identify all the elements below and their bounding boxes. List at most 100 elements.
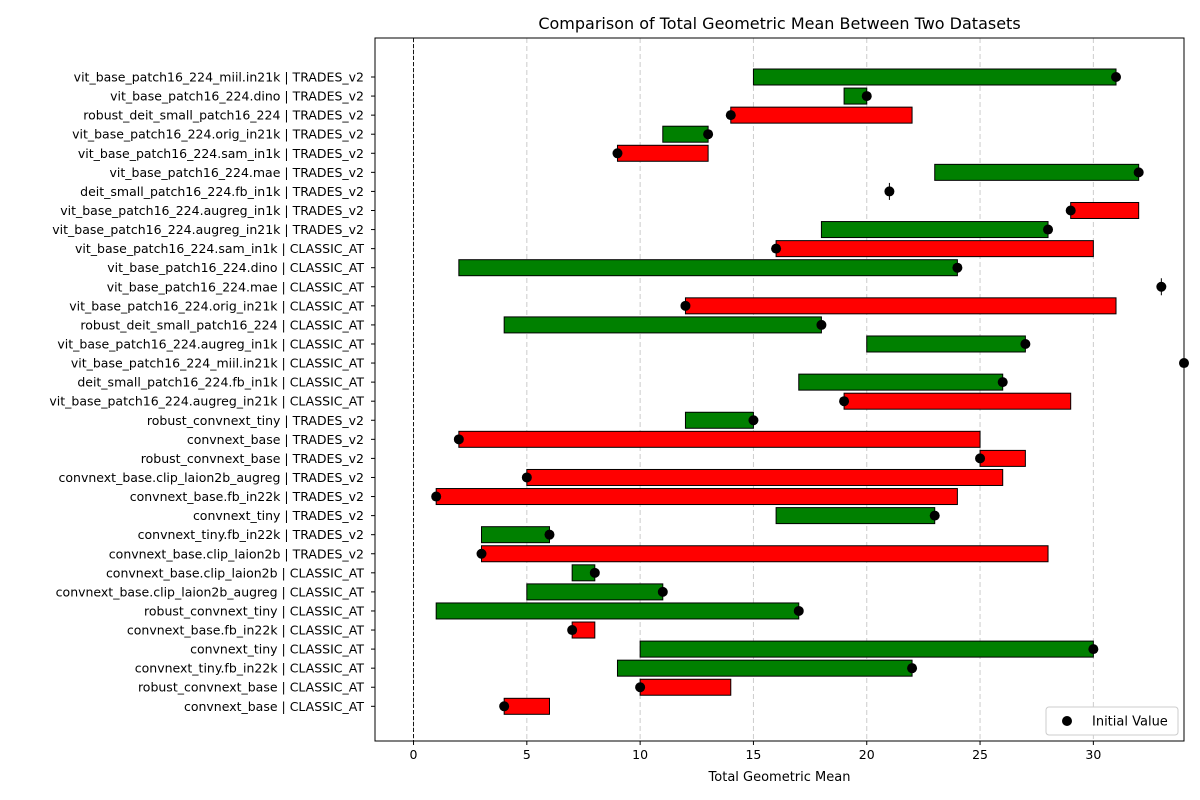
y-tick-label: deit_small_patch16_224.fb_in1k | CLASSIC… — [77, 375, 364, 390]
legend-marker-icon — [1062, 716, 1072, 726]
y-tick-label: vit_base_patch16_224.sam_in1k | CLASSIC_… — [75, 241, 364, 256]
chart-title: Comparison of Total Geometric Mean Betwe… — [538, 14, 1020, 33]
initial-value-point — [1133, 167, 1144, 178]
bar — [843, 392, 1072, 410]
y-tick-label: vit_base_patch16_224.orig_in21k | TRADES… — [72, 127, 364, 142]
initial-value-point — [567, 625, 578, 636]
y-tick-label: vit_base_patch16_224.sam_in1k | TRADES_v… — [78, 146, 364, 161]
initial-value-point — [771, 243, 782, 254]
bar — [458, 430, 981, 448]
y-tick-label: robust_deit_small_patch16_224 | TRADES_v… — [83, 108, 364, 123]
legend: Initial Value — [1045, 706, 1179, 736]
y-tick-label: convnext_base | TRADES_v2 — [187, 432, 364, 447]
initial-value-point — [793, 605, 804, 616]
initial-value-markers — [431, 72, 1189, 712]
bar — [503, 697, 550, 715]
x-tick-label: 15 — [745, 747, 761, 762]
y-tick-label: convnext_tiny.fb_in22k | TRADES_v2 — [138, 527, 364, 542]
y-tick-label: robust_convnext_tiny | TRADES_v2 — [147, 413, 364, 428]
y-tick-label: convnext_base.clip_laion2b_augreg | CLAS… — [56, 584, 365, 599]
bar — [435, 488, 958, 506]
initial-value-point — [861, 91, 872, 102]
initial-value-point — [816, 319, 827, 330]
y-tick-label: vit_base_patch16_224.dino | TRADES_v2 — [110, 89, 364, 104]
x-axis: 0 5 10 15 20 25 30 — [410, 741, 1101, 762]
bar — [775, 507, 936, 525]
bar — [752, 68, 1117, 86]
bar — [435, 602, 800, 620]
y-tick-label: vit_base_patch16_224.augreg_in21k | TRAD… — [52, 222, 364, 237]
initial-value-point — [680, 300, 691, 311]
bar — [730, 106, 913, 124]
y-tick-label: vit_base_patch16_224.mae | TRADES_v2 — [110, 165, 364, 180]
bar — [866, 335, 1026, 353]
initial-value-point — [431, 491, 442, 502]
y-axis: vit_base_patch16_224_miil.in21k | TRADES… — [49, 70, 375, 714]
y-tick-label: convnext_base.clip_laion2b_augreg | TRAD… — [59, 470, 364, 485]
y-tick-label: deit_small_patch16_224.fb_in1k | TRADES_… — [80, 184, 364, 199]
initial-value-point — [1043, 224, 1054, 235]
bar — [662, 125, 709, 143]
initial-value-point — [499, 701, 510, 712]
bar — [934, 163, 1140, 181]
bar — [775, 240, 1094, 258]
legend-label: Initial Value — [1092, 715, 1168, 730]
y-tick-label: convnext_tiny | TRADES_v2 — [193, 508, 364, 523]
bar — [526, 468, 1004, 486]
initial-value-point — [997, 377, 1008, 388]
bar — [820, 221, 1049, 239]
initial-value-point — [1111, 72, 1122, 82]
initial-value-point — [544, 529, 555, 540]
y-tick-label: robust_convnext_tiny | CLASSIC_AT — [144, 603, 364, 618]
initial-value-point — [1088, 644, 1099, 655]
plot-frame — [374, 37, 1185, 742]
initial-value-point — [907, 663, 918, 674]
bar — [1070, 201, 1140, 219]
initial-value-point — [839, 396, 850, 407]
y-tick-label: vit_base_patch16_224.augreg_in1k | CLASS… — [57, 336, 364, 351]
y-tick-label: robust_convnext_base | TRADES_v2 — [141, 451, 364, 466]
initial-value-point — [975, 453, 986, 464]
initial-value-point — [884, 186, 895, 197]
bar — [481, 526, 550, 544]
bar — [979, 449, 1026, 467]
initial-value-point — [589, 567, 600, 578]
bar — [639, 640, 1094, 658]
bar — [798, 373, 1004, 391]
initial-value-point — [929, 510, 940, 521]
y-tick-label: convnext_tiny | CLASSIC_AT — [190, 642, 364, 657]
bar — [616, 659, 913, 677]
y-tick-label: vit_base_patch16_224_miil.in21k | TRADES… — [74, 70, 364, 85]
y-tick-label: convnext_base.fb_in22k | CLASSIC_AT — [127, 623, 364, 638]
initial-value-point — [1156, 281, 1167, 292]
y-tick-label: vit_base_patch16_224.dino | CLASSIC_AT — [107, 260, 364, 275]
bar — [684, 411, 754, 429]
initial-value-point — [952, 262, 963, 273]
y-tick-label: vit_base_patch16_224.augreg_in1k | TRADE… — [60, 203, 364, 218]
x-axis-title: Total Geometric Mean — [708, 770, 851, 785]
bar — [481, 545, 1049, 563]
initial-value-point — [1020, 338, 1031, 349]
x-tick-label: 10 — [632, 747, 648, 762]
x-tick-label: 20 — [859, 747, 875, 762]
y-tick-label: vit_base_patch16_224.augreg_in21k | CLAS… — [49, 394, 364, 409]
initial-value-point — [521, 472, 532, 483]
y-tick-label: convnext_base | CLASSIC_AT — [184, 699, 364, 714]
initial-value-point — [748, 415, 759, 426]
bar — [684, 297, 1117, 315]
x-tick-label: 30 — [1085, 747, 1101, 762]
initial-value-point — [657, 586, 668, 597]
initial-value-point — [703, 129, 714, 140]
y-tick-label: robust_convnext_base | CLASSIC_AT — [138, 680, 364, 695]
initial-value-point — [725, 110, 736, 121]
y-tick-label: convnext_base.clip_laion2b | CLASSIC_AT — [106, 565, 364, 580]
x-tick-label: 0 — [410, 747, 418, 762]
y-tick-label: convnext_base.clip_laion2b | TRADES_v2 — [109, 546, 364, 561]
y-tick-label: convnext_tiny.fb_in22k | CLASSIC_AT — [135, 661, 365, 676]
y-tick-label: convnext_base.fb_in22k | TRADES_v2 — [130, 489, 364, 504]
y-tick-label: vit_base_patch16_224_miil.in21k | CLASSI… — [71, 356, 365, 371]
initial-value-point — [476, 548, 487, 559]
initial-value-point — [453, 434, 464, 445]
y-tick-label: robust_deit_small_patch16_224 | CLASSIC_… — [80, 317, 364, 332]
